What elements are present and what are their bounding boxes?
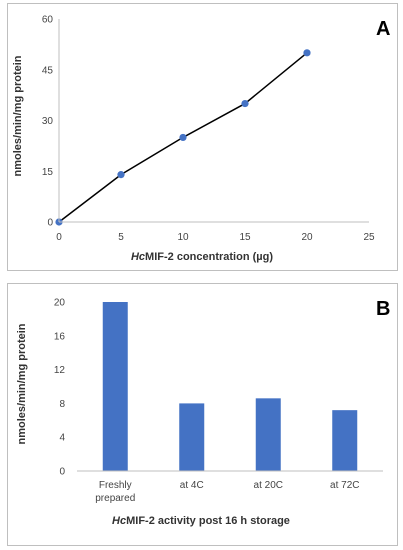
x-axis-label: HcMIF-2 concentration (µg): [131, 251, 273, 263]
x-tick-label: at 72C: [330, 480, 359, 491]
x-tick-label: 5: [118, 232, 124, 243]
y-tick-label: 15: [42, 167, 54, 178]
x-tick-label: 15: [239, 232, 251, 243]
x-tick-label: at 20C: [254, 480, 283, 491]
data-point: [179, 133, 187, 142]
y-tick-label: 45: [42, 65, 54, 76]
panel-b: B 0 4 8 12 16 20 Freshly prepared at 4C at 20C at …: [7, 283, 398, 546]
y-tick-label: 20: [54, 298, 66, 309]
data-point: [117, 171, 125, 179]
x-axis-label-prefix: Hc: [112, 515, 126, 527]
x-axis-label-prefix: Hc: [131, 251, 145, 263]
bar: [332, 410, 358, 471]
x-axis-label-rest: MIF-2 concentration (µg): [145, 251, 273, 263]
y-tick-label: 4: [59, 433, 65, 444]
y-tick-label: 8: [59, 399, 65, 410]
bar-chart: B 0 4 8 12 16 20 Freshly prepared at 4C at 20C at …: [16, 298, 390, 528]
x-tick-label: at 4C: [180, 480, 204, 491]
bar: [102, 302, 128, 471]
panel-label: A: [376, 18, 390, 40]
x-tick-label: 25: [363, 232, 375, 243]
x-axis-label-rest: MIF-2 activity post 16 h storage: [126, 515, 290, 527]
panel-a: A 0 15 30 45 60 0 5 10 15 20 25 nmoles/min/mg prot…: [7, 3, 398, 271]
bar: [255, 398, 281, 471]
y-axis-label: nmoles/min/mg protein: [16, 323, 28, 444]
y-tick-label: 0: [59, 467, 65, 478]
data-point: [303, 49, 311, 57]
x-tick-label: 10: [177, 232, 189, 243]
y-tick-label: 30: [42, 116, 54, 127]
bar: [179, 403, 205, 471]
x-axis-label: HcMIF-2 activity post 16 h storage: [112, 515, 290, 527]
y-tick-label: 0: [47, 218, 53, 229]
x-tick-label: Freshly prepared: [95, 480, 135, 504]
data-point: [241, 99, 249, 108]
x-tick-label: 0: [56, 232, 62, 243]
y-tick-label: 16: [54, 331, 66, 342]
y-tick-label: 60: [42, 15, 54, 26]
x-tick-label: 20: [301, 232, 313, 243]
y-axis-label: nmoles/min/mg protein: [12, 55, 24, 176]
line-chart: A 0 15 30 45 60 0 5 10 15 20 25 nmoles/min/mg prot…: [12, 15, 390, 264]
panel-label: B: [376, 298, 390, 320]
y-tick-label: 12: [54, 365, 66, 376]
